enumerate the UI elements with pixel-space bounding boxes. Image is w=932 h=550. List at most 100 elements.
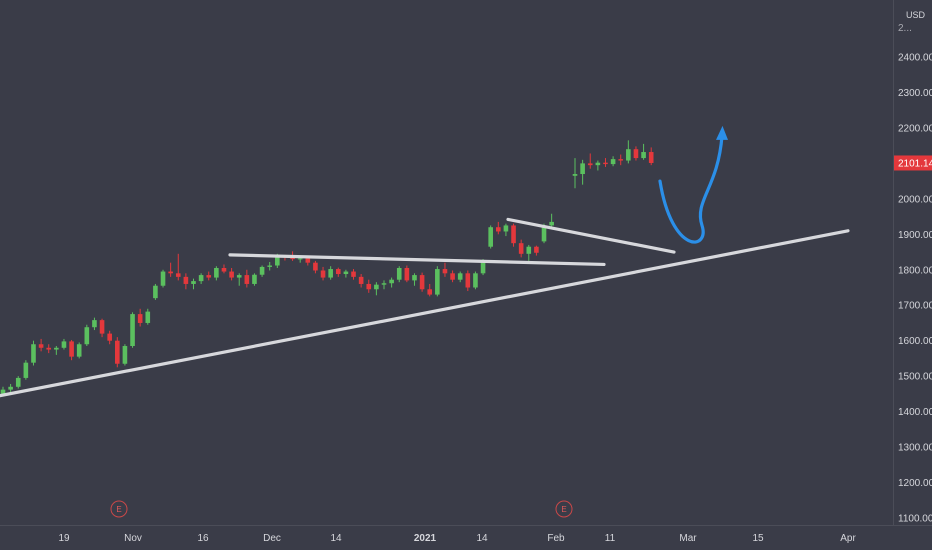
candle-body <box>214 267 219 278</box>
candle-body <box>305 258 311 263</box>
candle-body <box>76 344 82 357</box>
x-tick-label: 14 <box>476 533 488 544</box>
candle-body <box>442 269 448 274</box>
candle-body <box>541 225 547 242</box>
candle <box>374 282 379 296</box>
candle <box>252 273 257 286</box>
candle <box>122 344 128 366</box>
candle-body <box>137 314 143 323</box>
candle-body <box>412 275 417 281</box>
candle <box>626 140 631 164</box>
earnings-marker-label: E <box>116 505 121 514</box>
candle-body <box>343 271 349 275</box>
candle-body <box>244 275 250 284</box>
last-price-tag-bg <box>894 155 932 171</box>
candle <box>610 156 616 167</box>
candle <box>580 159 585 185</box>
candle-body <box>465 273 471 288</box>
candle <box>595 160 601 171</box>
earnings-marker-circle <box>110 500 128 518</box>
y-tick-label: 2400.00 <box>898 53 932 64</box>
candle-body <box>496 227 501 232</box>
x-tick-label: Apr <box>840 533 856 544</box>
candle <box>168 262 173 277</box>
candle-body <box>457 273 463 280</box>
candle <box>457 271 463 283</box>
candle <box>244 269 250 288</box>
candle <box>23 360 29 380</box>
x-tick-label: 11 <box>605 533 616 544</box>
candle-body <box>618 159 624 161</box>
y-tick-label: 1900.00 <box>898 230 932 241</box>
candle <box>15 376 21 389</box>
candle <box>160 269 166 288</box>
x-tick-label: Nov <box>124 533 142 544</box>
candle-body <box>404 267 410 281</box>
candle <box>450 270 455 283</box>
candle-body <box>511 225 516 244</box>
earnings-marker-circle <box>555 500 573 518</box>
drawings[interactable] <box>0 125 850 398</box>
candle <box>46 344 52 354</box>
earnings-marker[interactable]: E <box>110 500 128 518</box>
x-tick-label: Dec <box>263 533 281 544</box>
candle-body <box>229 271 234 278</box>
candle <box>8 383 13 393</box>
projection-arrow-head[interactable] <box>716 125 728 140</box>
candle-body <box>275 256 280 266</box>
candle <box>259 265 265 277</box>
x-tick-label: 2021 <box>414 533 437 544</box>
candle <box>313 260 318 274</box>
candle-body <box>236 275 242 278</box>
candle-body <box>534 246 539 253</box>
candle <box>518 239 524 258</box>
candle-body <box>99 320 105 334</box>
candle-body <box>358 276 364 284</box>
candle-body <box>480 260 486 274</box>
candle-body <box>503 225 509 232</box>
candle <box>69 339 74 361</box>
candle-body <box>84 327 90 345</box>
candle <box>534 245 539 256</box>
currency-label: USD <box>906 10 926 20</box>
support-trendline[interactable] <box>0 229 850 398</box>
wedge-upper-trendline[interactable] <box>506 217 676 254</box>
candle <box>153 283 158 300</box>
candle-body <box>290 257 295 260</box>
candle <box>191 278 196 290</box>
earnings-marker[interactable]: E <box>555 500 573 518</box>
resistance-trendline[interactable] <box>228 253 606 267</box>
candle <box>236 273 242 286</box>
candle <box>549 213 554 228</box>
candle <box>442 262 448 277</box>
projection-arrow-curve[interactable] <box>658 134 724 244</box>
candle-body <box>267 265 272 267</box>
candle-body <box>518 243 524 254</box>
candle <box>358 274 364 288</box>
candle <box>633 146 639 161</box>
candle-body <box>221 267 227 272</box>
y-tick-label: 1100.00 <box>898 514 932 525</box>
last-price-tag-label: 2101.14 <box>898 158 932 169</box>
candle <box>343 269 349 278</box>
candle-body <box>351 271 356 277</box>
candle <box>320 266 326 281</box>
candle-body <box>130 314 135 347</box>
candle-body <box>160 271 166 286</box>
candle <box>198 273 204 284</box>
candle-body <box>419 275 425 290</box>
plot-area[interactable] <box>0 125 850 398</box>
candle-body <box>381 283 387 285</box>
last-price-tag: 2101.14 <box>894 155 932 171</box>
candle-body <box>297 258 303 260</box>
candle-body <box>259 266 265 275</box>
candle-body <box>313 262 318 271</box>
candle <box>38 338 44 352</box>
candle <box>389 277 394 288</box>
time-axis[interactable]: 19 Nov 16 Dec 14 2021 14 Feb 11 Mar 15 Apr <box>58 533 856 544</box>
price-axis[interactable]: USD 2... 1100.00 1200.00 1300.00 1400.00 150… <box>898 10 932 525</box>
candle <box>84 324 90 347</box>
candle-body <box>206 275 212 278</box>
candle-body <box>183 276 189 284</box>
